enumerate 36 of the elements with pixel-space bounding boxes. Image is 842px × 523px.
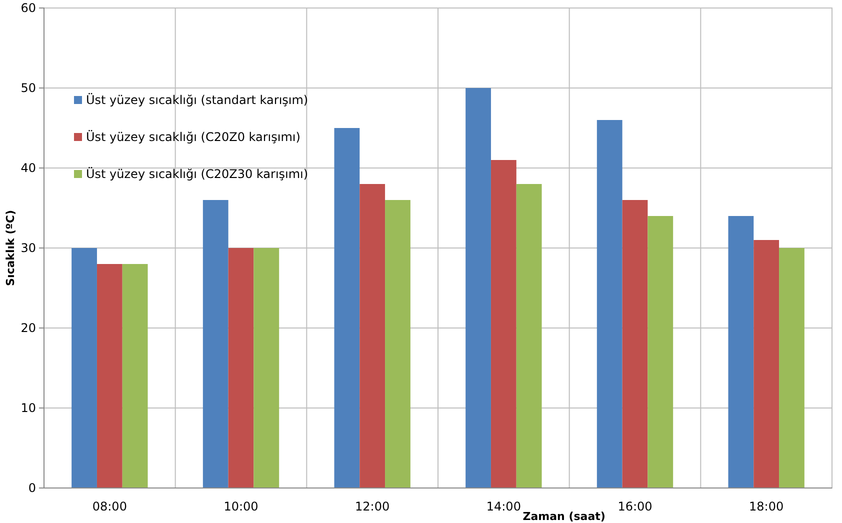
bar	[254, 248, 280, 488]
bar	[385, 200, 410, 488]
y-tick-label: 40	[20, 160, 36, 175]
legend-label: Üst yüzey sıcaklığı (standart karışım)	[86, 93, 308, 107]
x-tick-label: 10:00	[224, 500, 258, 514]
y-axis-title: Sıcaklık (ºC)	[4, 210, 17, 286]
bar	[466, 88, 491, 488]
bar	[334, 128, 360, 488]
bar	[516, 184, 542, 488]
bar	[490, 160, 516, 488]
bar	[779, 248, 804, 488]
y-tick-label: 30	[20, 240, 36, 255]
bar	[360, 184, 386, 488]
bar	[96, 264, 122, 488]
x-tick-label: 18:00	[749, 500, 784, 514]
bar	[596, 120, 622, 488]
bar	[122, 264, 148, 488]
x-tick-label: 14:00	[486, 500, 521, 514]
y-tick-label: 60	[20, 0, 36, 15]
y-tick-label: 50	[20, 80, 36, 95]
x-tick-label: 16:00	[618, 500, 652, 514]
x-axis-title: Zaman (saat)	[522, 510, 606, 523]
bar	[728, 216, 754, 488]
bar	[754, 240, 780, 488]
legend-label: Üst yüzey sıcaklığı (C20Z30 karışımı)	[86, 167, 308, 181]
bar	[622, 200, 648, 488]
y-tick-label: 10	[20, 400, 36, 415]
bar	[72, 248, 97, 488]
bar	[228, 248, 254, 488]
bar	[202, 200, 228, 488]
x-tick-label: 08:00	[92, 500, 127, 514]
x-tick-label: 12:00	[355, 500, 390, 514]
y-tick-label: 0	[28, 480, 36, 495]
bar	[648, 216, 674, 488]
y-tick-label: 20	[20, 320, 36, 335]
legend-label: Üst yüzey sıcaklığı (C20Z0 karışımı)	[86, 130, 300, 144]
